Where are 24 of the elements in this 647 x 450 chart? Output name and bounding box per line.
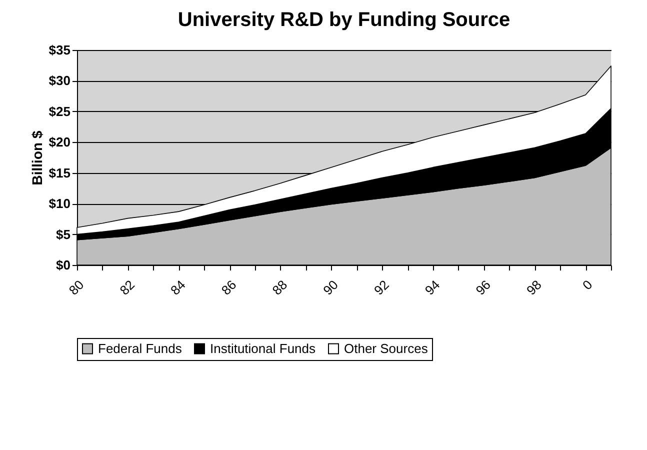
x-tick-label: 90 [320,277,341,298]
y-tick-label: $30 [48,73,70,88]
x-tick-label: 92 [371,277,392,298]
legend-label: Institutional Funds [210,340,316,356]
x-tick-label: 94 [422,277,443,298]
y-tick-label: $20 [48,134,70,150]
x-tick-label: 86 [218,277,240,298]
y-tick-label: $10 [48,196,70,212]
legend-label: Other Sources [344,340,428,356]
y-tick-label: $25 [48,104,70,119]
x-tick-label: 80 [66,277,87,298]
y-tick-label: $15 [48,165,70,180]
x-tick-label: 96 [472,277,494,298]
legend-label: Federal Funds [98,340,182,356]
y-tick-label: $0 [56,258,70,272]
x-tick-label: 82 [116,277,138,298]
x-tick-label: 0 [580,277,596,293]
y-axis-title: Billion $ [28,130,45,186]
x-tick-label: 84 [168,277,188,298]
y-tick-label: $5 [56,226,70,242]
x-tick-label: 88 [269,277,290,298]
x-tick-label: 98 [524,277,544,298]
chart-title: University R&D by Funding Source [178,9,510,31]
y-tick-label: $35 [48,42,70,58]
